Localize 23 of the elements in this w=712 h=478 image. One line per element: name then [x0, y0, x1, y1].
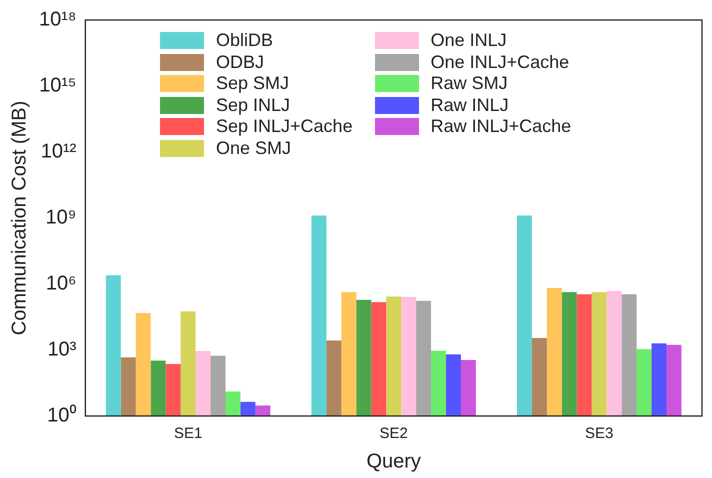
- y-tick-label: 10⁰: [47, 404, 76, 427]
- y-tick-label: 10¹²: [40, 140, 77, 163]
- y-tick-label: 10¹⁵: [39, 74, 76, 97]
- legend-label: Raw SMJ: [430, 73, 508, 94]
- x-tick-label: SE2: [379, 425, 408, 442]
- legend-label: Raw INLJ: [430, 94, 509, 116]
- y-axis-title: Communication Cost (MB): [8, 100, 31, 336]
- legend-label: One INLJ: [430, 30, 507, 52]
- x-tick-label: SE1: [174, 425, 202, 442]
- legend-label: One INLJ+Cache: [430, 52, 570, 73]
- legend-label: ObliDB: [216, 30, 274, 52]
- legend-label: Sep SMJ: [216, 73, 290, 94]
- legend-label: Sep INLJ+Cache: [216, 116, 353, 138]
- y-tick-label: 10⁹: [46, 206, 76, 229]
- legend-label: Sep INLJ: [216, 94, 290, 116]
- legend-label: ODBJ: [216, 52, 264, 73]
- x-tick-label: SE3: [585, 425, 614, 442]
- y-tick-label: 10¹⁸: [39, 8, 76, 31]
- y-tick-label: 10⁶: [46, 272, 76, 295]
- x-axis-title: Query: [366, 450, 421, 473]
- y-tick-label: 10³: [47, 338, 77, 361]
- legend-label: One SMJ: [216, 138, 292, 159]
- legend-label: Raw INLJ+Cache: [430, 116, 572, 138]
